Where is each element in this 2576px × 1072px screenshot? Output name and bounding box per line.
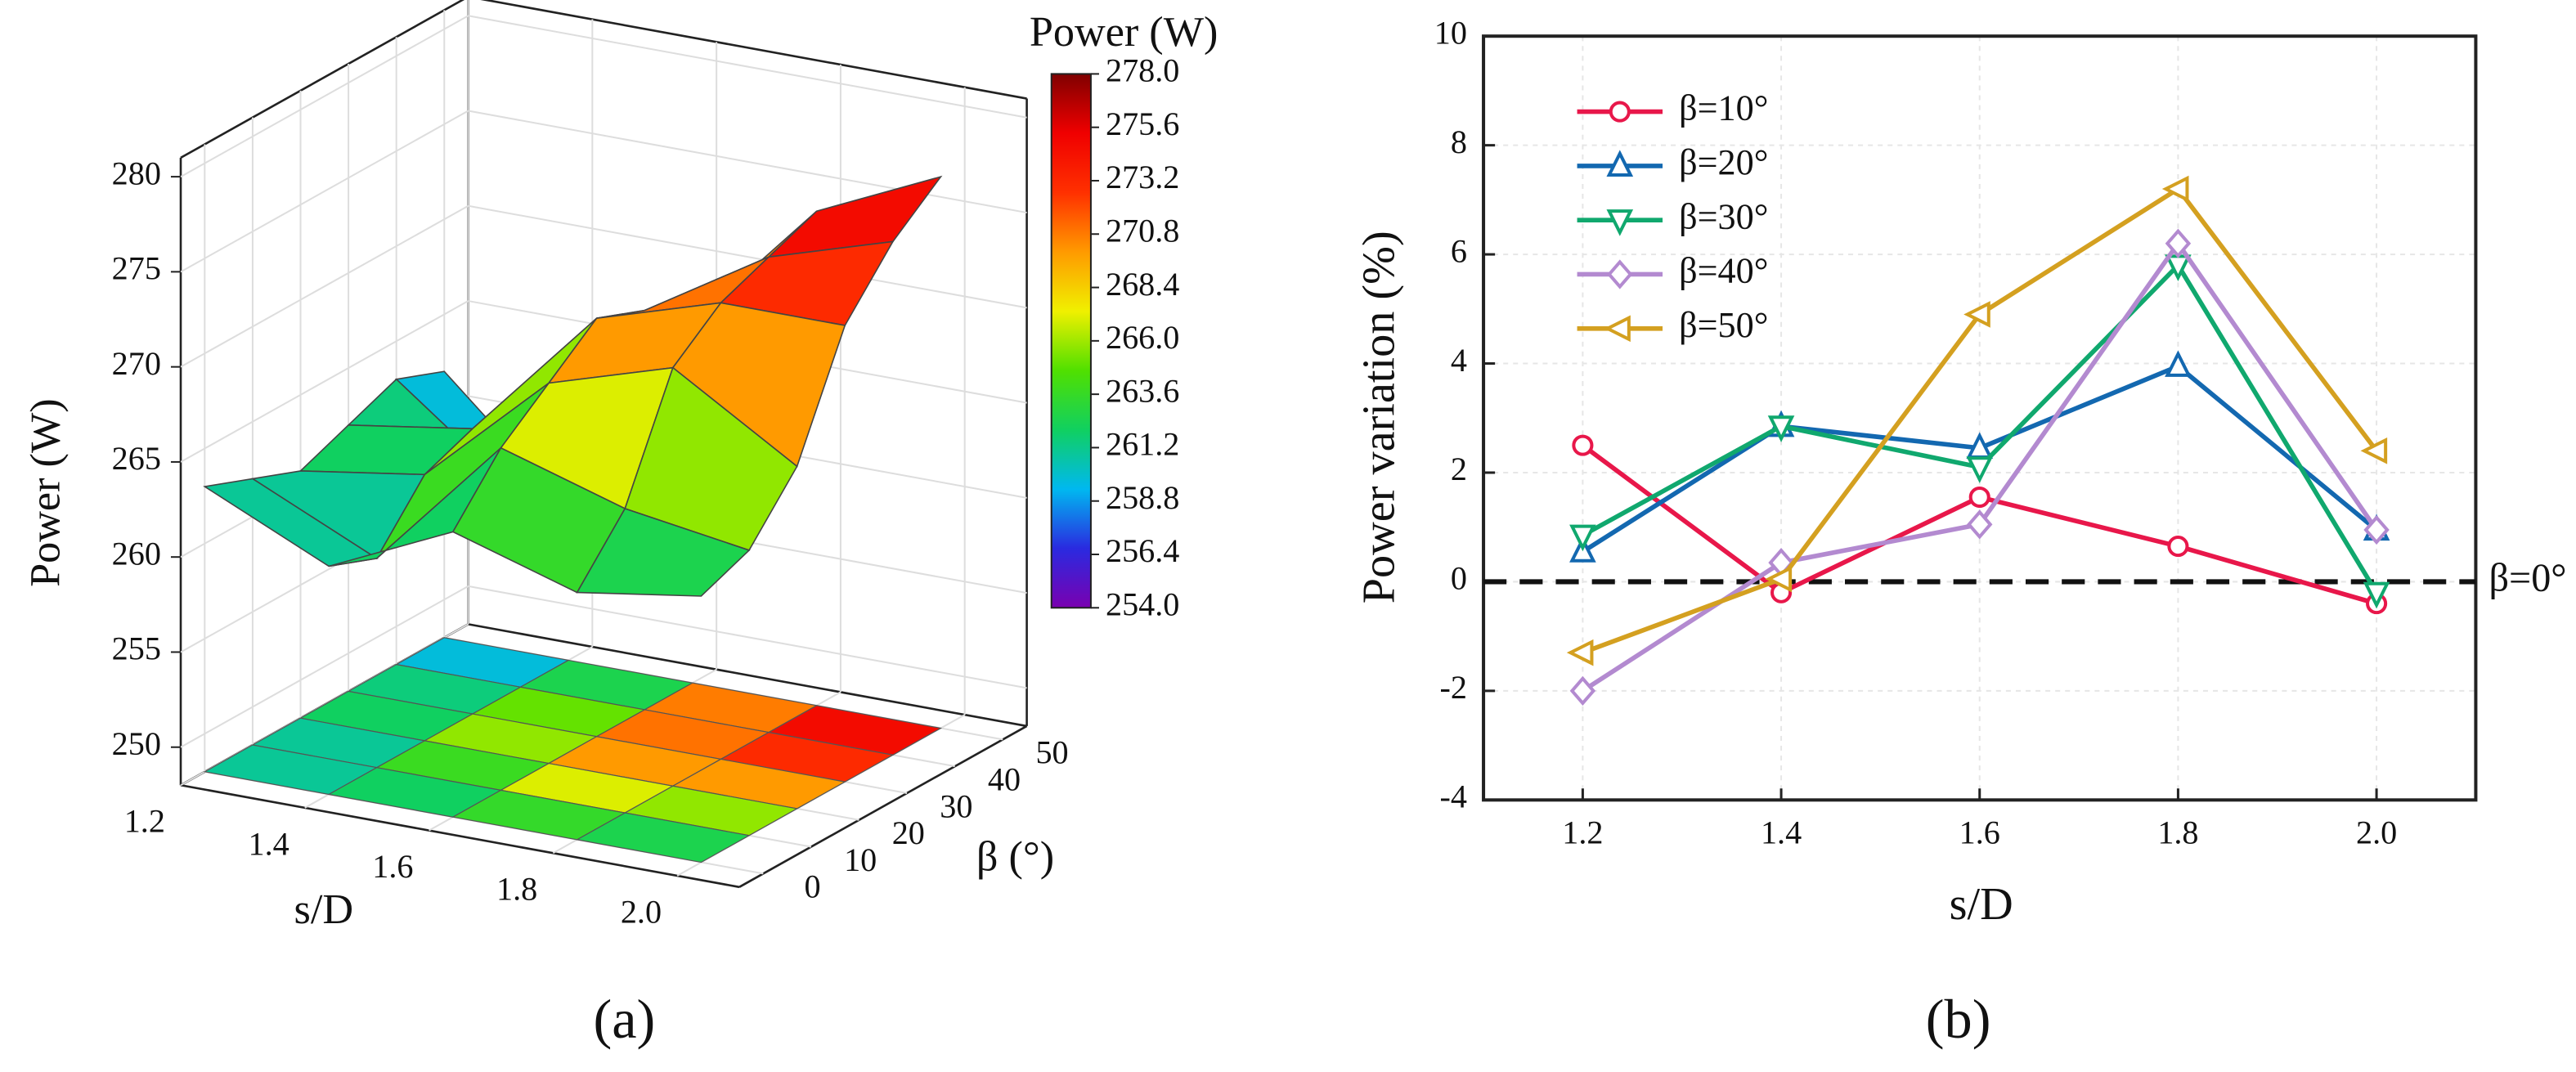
x-tick-label: 1.2 [1562,814,1603,851]
colorbar-tick-label: 266.0 [1106,319,1179,356]
legend-label: β=30° [1679,196,1768,236]
y-tick-label: -4 [1440,778,1467,815]
data-point [1765,565,1793,593]
colorbar-title: Power (W) [1030,8,1218,56]
grid-line [180,15,469,177]
data-point [1966,456,1994,483]
legend-label: β=40° [1679,251,1768,291]
y-tick-label: 8 [1451,123,1467,160]
grid-line [180,300,469,463]
x-tick-label: 1.8 [2157,814,2198,851]
x-tick-label: 1.4 [248,825,289,862]
colorbar [1050,73,1092,609]
z-tick-label: 275 [112,250,161,287]
y-tick-label: -2 [1440,669,1467,706]
legend-label: β=20° [1679,142,1768,182]
data-point [1968,486,1990,509]
y-tick-label: 0 [805,868,821,905]
colorbar-tick-label: 273.2 [1106,159,1179,195]
legend-label: β=10° [1679,88,1768,128]
z-tick-label: 270 [112,345,161,382]
z-tick-label: 265 [112,440,161,477]
y-tick-label: 10 [1434,14,1467,51]
surface-patch [576,508,751,597]
grid-line [180,204,469,368]
colorbar-tick-label: 270.8 [1106,212,1179,249]
x-tick-label: 1.6 [1959,814,2000,851]
grid-line [180,110,469,273]
y-tick-label: 50 [1035,734,1068,771]
colorbar-tick-label: 261.2 [1106,426,1179,463]
data-point [2363,514,2390,545]
y-tick-label: 0 [1451,560,1467,597]
z-tick-label: 250 [112,725,161,762]
z-tick-label: 280 [112,155,161,191]
colorbar-tick-label: 258.8 [1106,479,1179,516]
x-tick-label: 1.8 [496,871,537,908]
box-edge [738,724,1028,888]
z-tick-label: 255 [112,630,161,667]
colorbar-tick-label: 268.4 [1106,266,1179,303]
data-point [1566,639,1594,666]
y-tick-label: 30 [940,787,972,824]
z-axis-label: Power (W) [21,398,69,587]
data-point [2363,581,2390,609]
surface-patch [766,175,943,258]
legend-marker [1604,315,1631,343]
grid-line [468,15,1027,119]
data-point [2161,175,2189,203]
reference-label: β=0° [2488,556,2566,599]
plot-frame [1482,34,2478,802]
grid-line [180,585,469,748]
y-tick-label: 4 [1451,342,1467,379]
legend-marker [1607,259,1633,289]
grid-line [468,204,1027,309]
colorbar-tick-label: 275.6 [1106,105,1179,142]
colorbar-tick-label: 278.0 [1106,52,1179,89]
box-edge [480,0,1027,100]
legend-label: β=50° [1679,305,1768,345]
z-tick-label: 260 [112,535,161,572]
floor-contour [575,812,751,863]
data-point [1572,434,1594,456]
y-tick-label: 6 [1451,232,1467,269]
box-edge [468,623,1027,728]
data-point [1967,509,1993,540]
data-point [1963,301,1990,328]
data-point [2167,536,2189,558]
legend-marker [1606,209,1634,236]
panel-label: (a) [594,988,656,1050]
legend-marker [1609,101,1631,123]
grid-line [468,110,1027,214]
y-axis-label: β (°) [976,833,1054,881]
y-tick-label: 2 [1451,451,1467,487]
data-point [1569,675,1596,706]
box-edge [180,783,740,889]
colorbar-tick-label: 263.6 [1106,372,1179,409]
box-edge [180,0,465,159]
x-tick-label: 2.0 [621,893,662,930]
data-point [2165,350,2192,377]
x-axis-label: s/D [294,886,354,933]
x-tick-label: 2.0 [2356,814,2397,851]
data-point [2360,437,2388,464]
y-axis-label: Power variation (%) [1353,231,1404,603]
y-tick-label: 20 [892,814,925,851]
legend-marker [1606,150,1634,177]
data-point [1767,415,1795,442]
grid-line [468,585,1027,689]
data-point [2165,228,2192,258]
colorbar-tick-label: 254.0 [1106,586,1179,623]
y-tick-label: 10 [844,841,877,878]
x-tick-label: 1.4 [1761,814,1802,851]
data-point [1569,524,1596,552]
x-tick-label: 1.6 [372,848,413,885]
colorbar-tick-label: 256.4 [1106,532,1179,569]
y-tick-label: 40 [988,760,1021,797]
x-tick-label: 1.2 [124,803,165,840]
panel-label: (b) [1926,988,1991,1050]
x-axis-label: s/D [1950,879,2013,930]
